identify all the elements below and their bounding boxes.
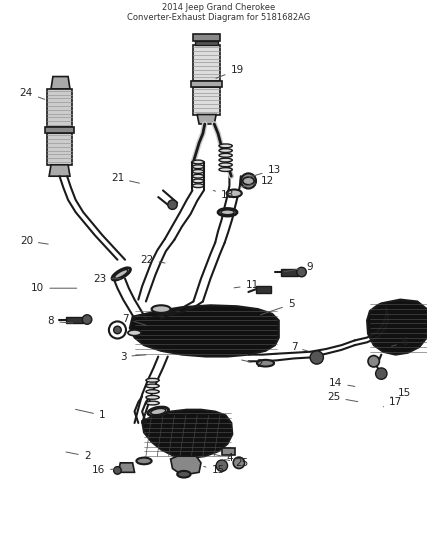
Polygon shape bbox=[51, 77, 70, 89]
Ellipse shape bbox=[219, 144, 232, 148]
Text: 25: 25 bbox=[327, 392, 358, 402]
Ellipse shape bbox=[146, 390, 159, 393]
Text: 12: 12 bbox=[242, 176, 274, 187]
Text: 16: 16 bbox=[92, 465, 117, 475]
Ellipse shape bbox=[146, 401, 159, 405]
Ellipse shape bbox=[112, 268, 131, 280]
Text: 2: 2 bbox=[242, 359, 263, 369]
Polygon shape bbox=[47, 133, 72, 165]
Ellipse shape bbox=[128, 330, 141, 336]
Ellipse shape bbox=[146, 384, 159, 388]
Circle shape bbox=[310, 351, 323, 364]
Text: 15: 15 bbox=[391, 387, 411, 398]
Text: 6: 6 bbox=[392, 337, 408, 348]
Polygon shape bbox=[47, 89, 72, 127]
Polygon shape bbox=[170, 456, 201, 475]
Ellipse shape bbox=[226, 190, 242, 197]
Ellipse shape bbox=[192, 165, 204, 168]
Text: 9: 9 bbox=[284, 262, 314, 272]
Circle shape bbox=[113, 466, 121, 474]
Text: 22: 22 bbox=[140, 255, 165, 265]
Text: 14: 14 bbox=[329, 378, 355, 388]
Circle shape bbox=[241, 173, 256, 189]
Text: 2: 2 bbox=[66, 451, 90, 461]
Ellipse shape bbox=[136, 458, 152, 464]
Circle shape bbox=[113, 326, 121, 334]
Circle shape bbox=[216, 460, 228, 471]
Text: 19: 19 bbox=[216, 65, 244, 78]
Ellipse shape bbox=[152, 305, 170, 313]
Ellipse shape bbox=[219, 154, 232, 157]
Text: 23: 23 bbox=[93, 274, 120, 284]
Bar bbox=[256, 286, 271, 293]
Ellipse shape bbox=[148, 407, 169, 416]
Polygon shape bbox=[197, 115, 216, 124]
Ellipse shape bbox=[219, 163, 232, 167]
Ellipse shape bbox=[146, 378, 159, 382]
Polygon shape bbox=[130, 305, 279, 357]
Bar bbox=[281, 269, 298, 276]
Text: 20: 20 bbox=[20, 236, 48, 246]
Ellipse shape bbox=[219, 149, 232, 152]
Text: 18: 18 bbox=[213, 190, 234, 200]
Title: 2014 Jeep Grand Cherokee
Converter-Exhaust Diagram for 5181682AG: 2014 Jeep Grand Cherokee Converter-Exhau… bbox=[127, 3, 311, 22]
Text: 4: 4 bbox=[213, 453, 233, 463]
Ellipse shape bbox=[243, 177, 254, 185]
Text: 11: 11 bbox=[234, 280, 259, 290]
Bar bbox=[222, 448, 235, 455]
Circle shape bbox=[233, 457, 245, 469]
Ellipse shape bbox=[219, 158, 232, 162]
Text: 13: 13 bbox=[249, 165, 281, 177]
Ellipse shape bbox=[192, 179, 204, 183]
Ellipse shape bbox=[219, 168, 232, 172]
Bar bbox=[191, 82, 222, 87]
Circle shape bbox=[376, 368, 387, 379]
Ellipse shape bbox=[192, 174, 204, 178]
Bar bbox=[66, 317, 83, 324]
Ellipse shape bbox=[218, 208, 237, 216]
Polygon shape bbox=[142, 410, 232, 458]
Text: 8: 8 bbox=[48, 317, 73, 326]
Text: 7: 7 bbox=[291, 342, 307, 352]
Text: 5: 5 bbox=[261, 300, 294, 315]
Text: 3: 3 bbox=[120, 352, 146, 361]
Ellipse shape bbox=[257, 360, 274, 367]
Polygon shape bbox=[49, 165, 70, 176]
Ellipse shape bbox=[192, 184, 204, 188]
Polygon shape bbox=[367, 300, 429, 354]
Text: 10: 10 bbox=[31, 283, 77, 293]
Bar bbox=[193, 34, 220, 42]
Text: 15: 15 bbox=[204, 465, 225, 475]
Polygon shape bbox=[431, 347, 438, 357]
Ellipse shape bbox=[192, 160, 204, 164]
Text: 7: 7 bbox=[122, 313, 146, 325]
Polygon shape bbox=[193, 87, 220, 115]
Text: 24: 24 bbox=[20, 88, 45, 99]
Bar bbox=[195, 42, 218, 45]
Text: 21: 21 bbox=[111, 173, 139, 183]
Circle shape bbox=[168, 200, 177, 209]
Ellipse shape bbox=[146, 395, 159, 399]
Circle shape bbox=[82, 315, 92, 324]
Polygon shape bbox=[429, 315, 438, 334]
Polygon shape bbox=[118, 463, 134, 472]
Text: 25: 25 bbox=[225, 458, 248, 468]
Circle shape bbox=[436, 312, 438, 321]
Ellipse shape bbox=[177, 471, 191, 478]
Bar bbox=[45, 127, 74, 133]
Polygon shape bbox=[193, 45, 220, 82]
Text: 17: 17 bbox=[383, 397, 402, 407]
Text: 1: 1 bbox=[75, 409, 106, 421]
Circle shape bbox=[297, 268, 306, 277]
Circle shape bbox=[368, 356, 379, 367]
Circle shape bbox=[436, 327, 438, 337]
Ellipse shape bbox=[192, 169, 204, 173]
